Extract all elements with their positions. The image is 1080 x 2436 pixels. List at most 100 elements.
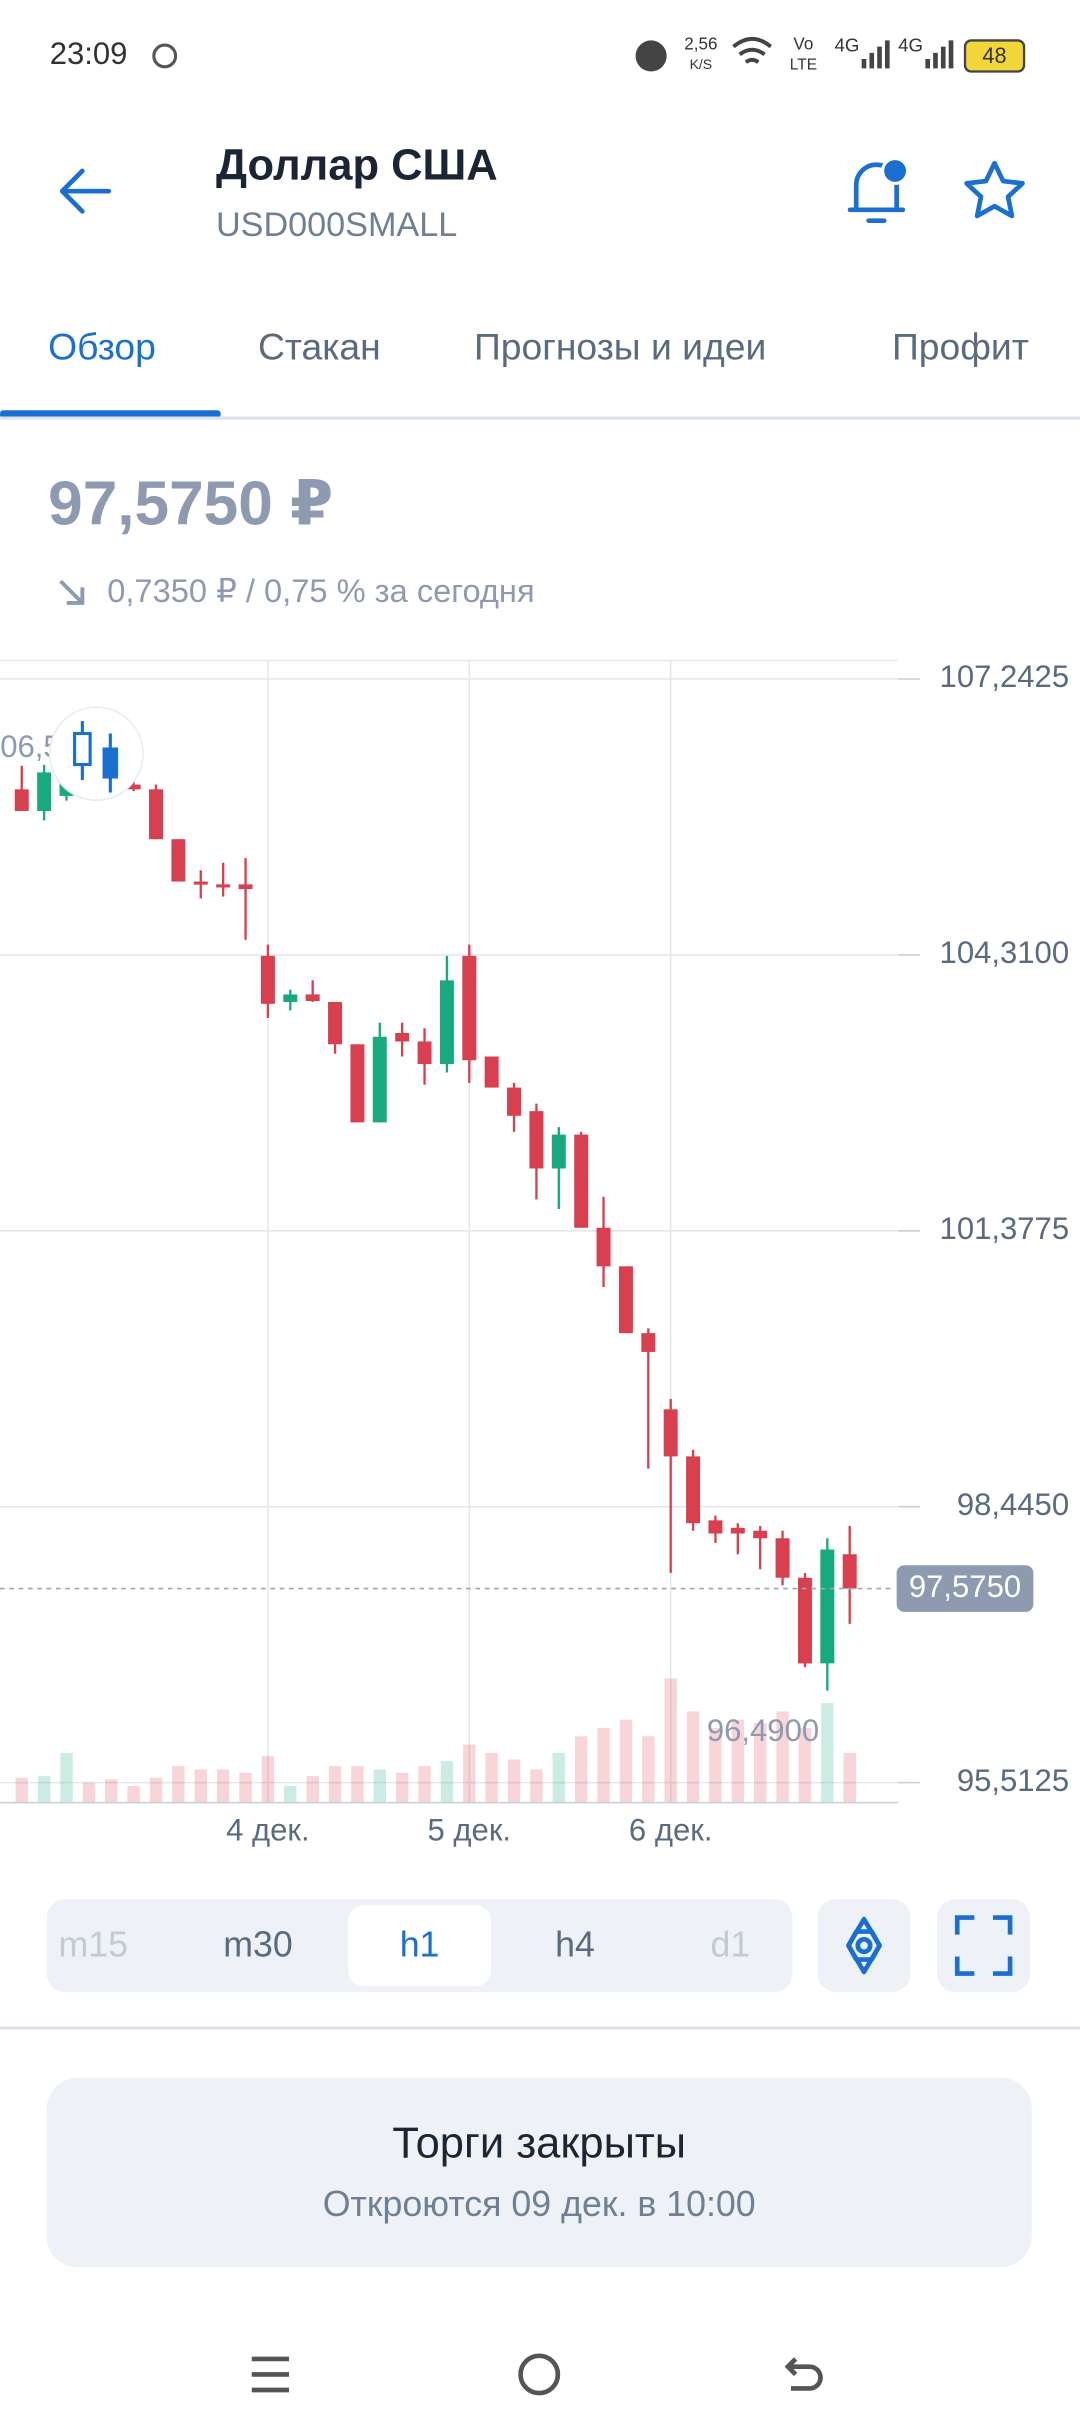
y-tick-label: 101,3775: [940, 1211, 1070, 1246]
candle-body: [439, 980, 454, 1065]
status-speed: 2,56: [684, 35, 717, 54]
instrument-ticker: USD000SMALL: [216, 206, 457, 244]
candle-body: [126, 784, 141, 790]
price-value: 97,5750 ₽: [48, 470, 333, 539]
volume-bar: [776, 1711, 789, 1803]
x-tick-label: 5 дек.: [428, 1812, 512, 1847]
volume-bar: [194, 1769, 207, 1803]
candle-body: [305, 994, 320, 1002]
timeframe-option[interactable]: h1: [400, 1925, 440, 1965]
status-time: 23:09: [50, 36, 128, 71]
icon-part: [73, 731, 92, 767]
tab[interactable]: Стакан: [258, 325, 381, 367]
volume-bar: [239, 1772, 252, 1803]
candle-body: [283, 994, 298, 1002]
battery-level: 48: [982, 43, 1006, 68]
volume-bar: [216, 1769, 230, 1803]
y-tick-label: 107,2425: [940, 659, 1070, 694]
volume-bar: [798, 1728, 812, 1803]
tab[interactable]: Обзор: [48, 325, 156, 367]
instrument-title: Доллар США: [216, 141, 498, 189]
back-button[interactable]: [59, 168, 112, 214]
candle-body: [193, 881, 208, 885]
volume-bar: [597, 1728, 610, 1803]
candle-body: [238, 884, 253, 890]
status-network: 4G: [898, 35, 923, 56]
alert-button[interactable]: [847, 156, 910, 224]
timeframes: m15 m30 h1 h4 d1: [58, 1905, 750, 1986]
volume-bar: [440, 1761, 454, 1803]
status-volte: LTE: [790, 56, 817, 73]
volume-bar: [82, 1782, 96, 1803]
candle-body: [417, 1041, 432, 1065]
candle-body: [216, 884, 231, 888]
x-tick-label: 6 дек.: [629, 1812, 713, 1847]
candle-body: [171, 839, 186, 882]
candle-body: [842, 1554, 857, 1589]
tabs: Обзор Стакан Прогнозы и идеи Профит: [0, 325, 1029, 419]
tab[interactable]: Прогнозы и идеи: [474, 325, 766, 367]
candle-body: [708, 1520, 723, 1534]
timeframe-option[interactable]: m30: [223, 1925, 293, 1965]
nav-back[interactable]: [784, 2357, 823, 2391]
volume-bar: [172, 1766, 185, 1803]
indicators-icon: [846, 1929, 882, 1962]
indicators-button[interactable]: [817, 1898, 911, 1993]
candle-body: [641, 1333, 656, 1352]
volume-bar: [463, 1744, 476, 1803]
nav-menu[interactable]: [251, 2356, 290, 2393]
candlestick-chart: 95,5125 98,4450 101,3775 104,3100 107,2425 4 …: [0, 659, 1069, 1847]
candle-body: [507, 1087, 522, 1116]
volume-bar: [60, 1752, 73, 1803]
volume-bar: [373, 1769, 387, 1803]
volume-bar: [753, 1723, 767, 1803]
volume-bar: [709, 1728, 722, 1803]
timeframe-option[interactable]: m15: [58, 1925, 128, 1965]
volume-bar: [574, 1736, 588, 1803]
nav-home[interactable]: [518, 2353, 561, 2396]
volume-bar: [485, 1752, 498, 1803]
indicators-icon: [855, 1937, 873, 1955]
volume-bar: [261, 1756, 275, 1803]
low-marker-label: 96,4900: [707, 1713, 819, 1748]
timeframe-option[interactable]: h4: [555, 1925, 595, 1965]
last-price-label: 97,5750: [909, 1569, 1021, 1604]
candle-body: [797, 1577, 812, 1664]
icon-part: [102, 747, 119, 779]
last-price-badge: [896, 1565, 1034, 1612]
volume-bar: [395, 1772, 409, 1803]
volume-bar: [731, 1719, 745, 1803]
volume-bar: [15, 1777, 28, 1803]
volume-bar: [328, 1766, 342, 1803]
chart-type-button[interactable]: [48, 706, 144, 802]
tab[interactable]: Профит: [892, 325, 1029, 367]
candle-body: [663, 1409, 678, 1457]
candle-body: [395, 1033, 410, 1042]
candle-body: [820, 1549, 835, 1664]
trading-status-title: Торги закрыты: [392, 2120, 686, 2168]
candle-body: [328, 1001, 343, 1045]
volume-bar: [821, 1703, 834, 1803]
candle-body: [753, 1530, 768, 1539]
timeframe-active: [348, 1905, 492, 1986]
y-tick-label: 98,4450: [957, 1487, 1069, 1522]
candle-body: [372, 1036, 387, 1123]
candle-body: [730, 1527, 745, 1534]
candle-body: [618, 1266, 633, 1334]
volume-bar: [686, 1711, 700, 1803]
change-arrow: [59, 579, 85, 605]
candle-body: [551, 1134, 566, 1169]
candle-body: [260, 955, 275, 1004]
status-icon: [152, 43, 178, 69]
status-speed-unit: K/S: [690, 56, 713, 72]
timeframe-option[interactable]: d1: [710, 1925, 750, 1965]
volume-bar: [37, 1776, 51, 1803]
volume-bar: [619, 1719, 633, 1803]
volume-bar: [418, 1766, 431, 1803]
candle-body: [775, 1538, 790, 1578]
price-change: 0,7350 ₽ / 0,75 % за сегодня: [107, 572, 534, 609]
fullscreen-button[interactable]: [937, 1898, 1031, 1993]
favorite-button[interactable]: [964, 160, 1025, 219]
